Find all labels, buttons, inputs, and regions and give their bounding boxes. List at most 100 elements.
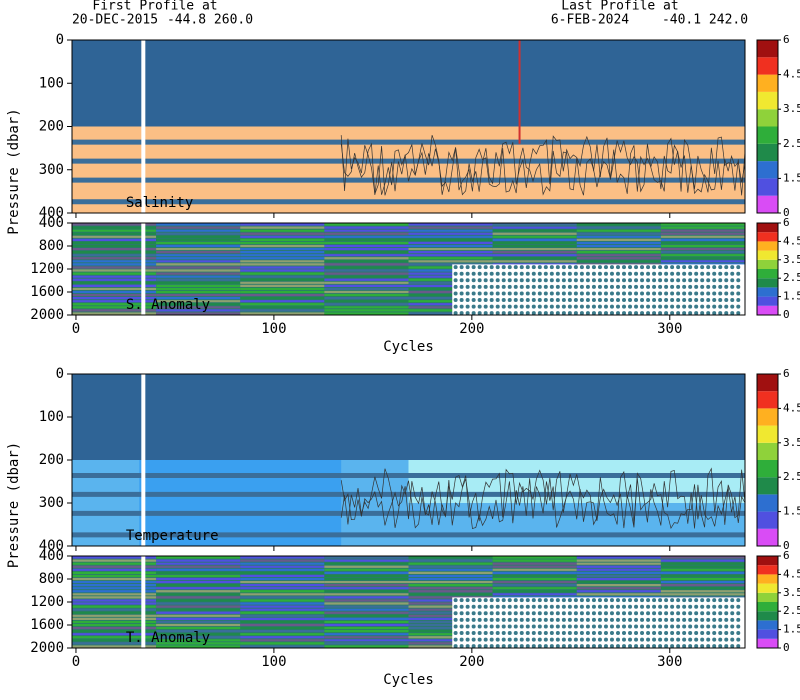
profile-dot xyxy=(489,304,494,309)
profile-dot xyxy=(736,298,741,303)
profile-dot xyxy=(465,624,470,629)
profile-dot xyxy=(537,631,542,636)
profile-dot xyxy=(688,644,693,648)
profile-dot xyxy=(622,298,627,303)
colorbar-swatch xyxy=(757,442,778,460)
profile-dot xyxy=(634,284,639,289)
profile-dot xyxy=(591,631,596,636)
profile-dot xyxy=(453,637,458,642)
profile-dot xyxy=(537,598,542,603)
profile-dot xyxy=(640,311,645,315)
profile-dot xyxy=(471,644,476,648)
profile-dot xyxy=(453,604,458,609)
profile-dot xyxy=(465,311,470,315)
gap xyxy=(141,556,146,648)
profile-dot xyxy=(622,637,627,642)
profile-dot xyxy=(706,284,711,289)
colorbar-frame xyxy=(756,555,779,649)
profile-dot xyxy=(471,284,476,289)
profile-dot xyxy=(459,604,464,609)
profile-dot xyxy=(609,271,614,276)
profile-dot xyxy=(718,611,723,616)
profile-dot xyxy=(609,298,614,303)
profile-dot xyxy=(543,271,548,276)
profile-dot xyxy=(555,617,560,622)
profile-dot xyxy=(513,637,518,642)
profile-dot xyxy=(489,271,494,276)
profile-dot xyxy=(585,624,590,629)
profile-dot xyxy=(513,644,518,648)
colorbar-label: 1.5 xyxy=(783,623,800,636)
profile-dot xyxy=(670,311,675,315)
profile-dot xyxy=(646,617,651,622)
profile-dot xyxy=(724,644,729,648)
profile-dot xyxy=(712,291,717,296)
profile-dot xyxy=(628,604,633,609)
profile-dot xyxy=(483,278,488,283)
profile-dot xyxy=(507,311,512,315)
profile-dot xyxy=(465,298,470,303)
profile-dot xyxy=(567,624,572,629)
profile-dot xyxy=(513,604,518,609)
profile-dot xyxy=(615,631,620,636)
profile-dot xyxy=(688,265,693,270)
profile-dot xyxy=(700,265,705,270)
profile-dot xyxy=(628,304,633,309)
profile-dot xyxy=(465,637,470,642)
profile-dot xyxy=(706,631,711,636)
profile-dot xyxy=(652,271,657,276)
profile-dot xyxy=(676,611,681,616)
profile-dot xyxy=(501,265,506,270)
texture xyxy=(72,374,745,546)
profile-dot xyxy=(549,611,554,616)
profile-dot xyxy=(579,278,584,283)
profile-dot xyxy=(483,298,488,303)
profile-dot xyxy=(495,271,500,276)
profile-dot xyxy=(453,278,458,283)
profile-dot xyxy=(567,291,572,296)
profile-dot xyxy=(477,598,482,603)
profile-dot xyxy=(597,637,602,642)
profile-dot xyxy=(688,617,693,622)
profile-dot xyxy=(465,291,470,296)
profile-dot xyxy=(519,598,524,603)
profile-dot xyxy=(622,617,627,622)
profile-dot xyxy=(706,624,711,629)
profile-dot xyxy=(543,617,548,622)
profile-dot xyxy=(628,265,633,270)
profile-dot xyxy=(615,304,620,309)
profile-dot xyxy=(525,311,530,315)
profile-dot xyxy=(501,644,506,648)
profile-dot xyxy=(730,284,735,289)
profile-dot xyxy=(549,311,554,315)
profile-dot xyxy=(549,271,554,276)
profile-dot xyxy=(658,291,663,296)
colorbar-swatch xyxy=(757,592,778,602)
profile-dot xyxy=(712,644,717,648)
colorbar-label: 1.5 xyxy=(783,290,800,303)
profile-dot xyxy=(700,631,705,636)
colorbar-frame xyxy=(756,373,779,547)
profile-dot xyxy=(694,631,699,636)
profile-dot xyxy=(640,291,645,296)
profile-dot xyxy=(597,624,602,629)
colorbar-swatch xyxy=(757,57,778,75)
profile-dot xyxy=(489,298,494,303)
y-tick-label: 2000 xyxy=(30,640,64,656)
profile-dot xyxy=(700,284,705,289)
profile-dot xyxy=(634,604,639,609)
profile-dot xyxy=(609,284,614,289)
profile-dot xyxy=(537,311,542,315)
profile-dot xyxy=(537,284,542,289)
panel: 0 100 200 300 400 800 1200 1600 2000 T. Anomaly Cy… xyxy=(30,548,800,688)
profile-dot xyxy=(531,624,536,629)
colorbar-swatch xyxy=(757,223,778,233)
profile-dot xyxy=(591,265,596,270)
profile-dot xyxy=(652,278,657,283)
profile-dot xyxy=(453,304,458,309)
profile-dot xyxy=(471,611,476,616)
profile-dot xyxy=(549,604,554,609)
profile-dot xyxy=(682,284,687,289)
profile-dot xyxy=(688,304,693,309)
profile-dot xyxy=(585,304,590,309)
